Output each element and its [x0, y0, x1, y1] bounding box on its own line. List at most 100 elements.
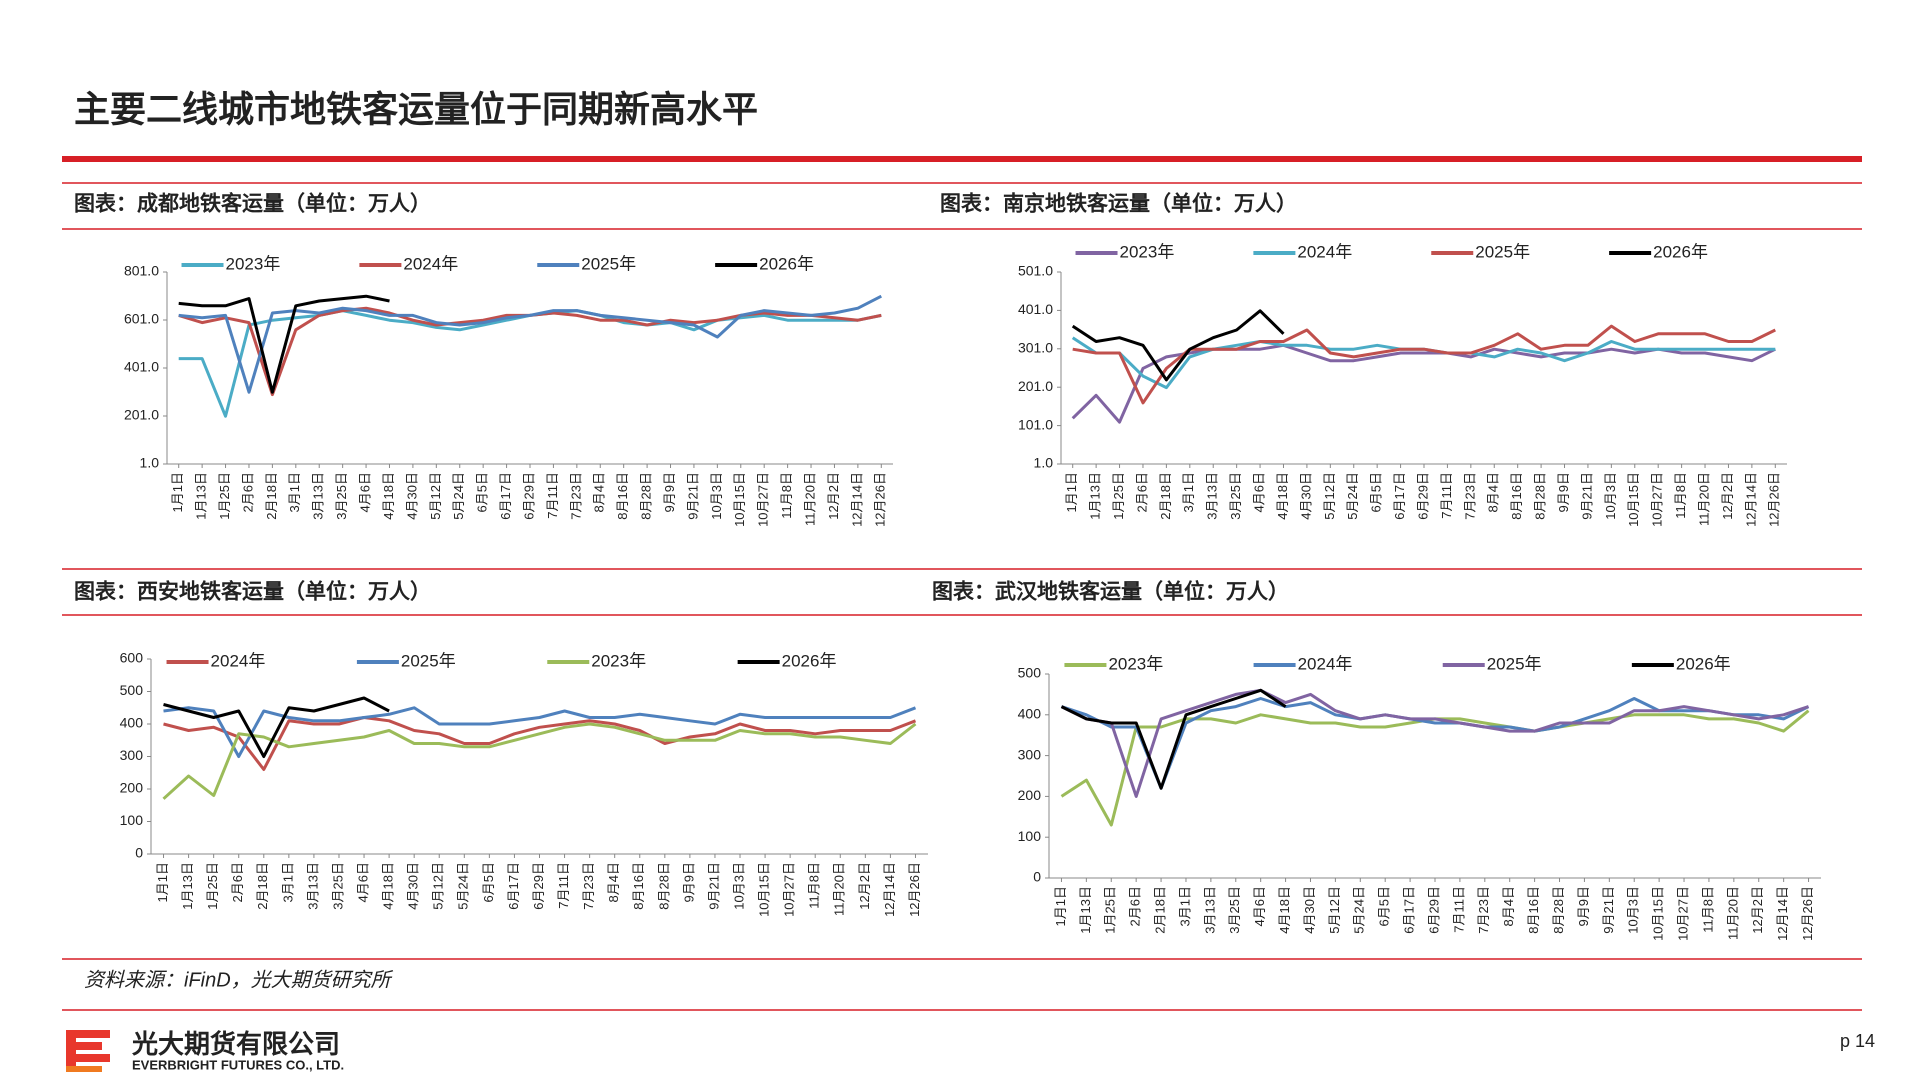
x-tick-label: 2月6日 — [240, 472, 255, 512]
y-tick-label: 401.0 — [124, 359, 159, 375]
series-line — [1060, 709, 1810, 827]
y-tick-label: 300 — [1018, 746, 1042, 762]
x-tick-label: 1月13日 — [1088, 472, 1103, 520]
x-tick-label: 11月8日 — [1673, 472, 1688, 519]
x-tick-label: 1月13日 — [180, 862, 195, 910]
x-tick-label: 12月26日 — [1767, 472, 1782, 527]
chart-title: 图表：成都地铁客运量（单位：万人） — [74, 192, 431, 216]
y-tick-label: 1.0 — [1034, 455, 1054, 471]
series-line — [162, 722, 917, 800]
x-tick-label: 8月28日 — [1533, 472, 1548, 520]
series-line — [163, 716, 917, 771]
x-tick-label: 9月21日 — [1579, 472, 1594, 520]
x-tick-label: 7月11日 — [545, 472, 560, 519]
y-tick-label: 500 — [120, 682, 144, 698]
x-tick-label: 7月11日 — [556, 862, 571, 909]
y-tick-label: 501.0 — [1018, 263, 1053, 279]
x-tick-label: 3月25日 — [334, 472, 349, 520]
y-tick-label: 400 — [1018, 706, 1042, 722]
x-tick-label: 12月2日 — [857, 862, 872, 910]
x-tick-label: 6月5日 — [1377, 886, 1392, 926]
x-tick-label: 7月11日 — [1439, 472, 1454, 519]
x-tick-label: 4月6日 — [1252, 472, 1267, 512]
x-tick-label: 1月25日 — [217, 472, 232, 520]
series-line — [178, 294, 390, 394]
legend-label: 2024年 — [1297, 242, 1352, 261]
series-line — [1060, 688, 1287, 790]
x-tick-label: 11月8日 — [779, 472, 794, 519]
x-tick-label: 8月16日 — [631, 862, 646, 910]
x-tick-label: 6月17日 — [1392, 472, 1407, 520]
company-name-en: EVERBRIGHT FUTURES CO., LTD. — [132, 1057, 344, 1072]
x-tick-label: 6月5日 — [475, 472, 490, 512]
logo — [66, 1030, 110, 1072]
series-line — [1071, 309, 1285, 382]
x-tick-label: 1月13日 — [1078, 886, 1093, 934]
x-tick-label: 5月24日 — [1345, 472, 1360, 520]
x-tick-label: 10月3日 — [731, 862, 746, 910]
x-tick-label: 4月6日 — [358, 472, 373, 512]
x-tick-label: 6月5日 — [481, 862, 496, 902]
x-tick-label: 9月21日 — [706, 862, 721, 910]
x-tick-label: 6月5日 — [1369, 472, 1384, 512]
legend-label: 2026年 — [759, 254, 814, 273]
legend-label: 2023年 — [1120, 242, 1175, 261]
legend-label: 2025年 — [1475, 242, 1530, 261]
x-tick-label: 10月27日 — [756, 472, 771, 527]
x-tick-label: 9月9日 — [681, 862, 696, 902]
x-tick-label: 5月12日 — [431, 862, 446, 910]
x-tick-label: 3月25日 — [330, 862, 345, 910]
legend-label: 2024年 — [1298, 654, 1353, 673]
x-tick-label: 7月23日 — [1476, 886, 1491, 934]
y-tick-label: 601.0 — [124, 311, 159, 327]
x-tick-label: 2月6日 — [1128, 886, 1143, 926]
y-tick-label: 200 — [120, 780, 144, 796]
x-tick-label: 2月18日 — [1153, 886, 1168, 934]
legend-label: 2026年 — [1653, 242, 1708, 261]
legend-label: 2025年 — [581, 254, 636, 273]
x-tick-label: 11月20日 — [802, 472, 817, 526]
series-line — [163, 696, 390, 758]
y-tick-label: 200 — [1018, 787, 1042, 803]
series-line — [1061, 697, 1810, 790]
x-tick-label: 4月30日 — [1298, 472, 1313, 520]
x-tick-label: 3月1日 — [287, 472, 302, 512]
y-tick-label: 201.0 — [124, 407, 159, 423]
x-tick-label: 7月23日 — [581, 862, 596, 910]
legend-label: 2026年 — [1676, 654, 1731, 673]
x-tick-label: 4月6日 — [355, 862, 370, 902]
x-tick-label: 10月27日 — [1675, 886, 1690, 941]
x-tick-label: 5月24日 — [451, 472, 466, 520]
x-tick-label: 12月14日 — [849, 472, 864, 527]
y-tick-label: 301.0 — [1018, 340, 1053, 356]
legend-label: 2024年 — [211, 651, 266, 670]
x-tick-label: 8月4日 — [1486, 472, 1501, 512]
y-tick-label: 401.0 — [1018, 301, 1053, 317]
y-tick-label: 101.0 — [1018, 416, 1053, 432]
x-tick-label: 10月15日 — [1651, 886, 1666, 941]
x-tick-label: 5月12日 — [1327, 886, 1342, 934]
title-rule — [62, 156, 1862, 162]
x-tick-label: 10月3日 — [1603, 472, 1618, 520]
x-tick-label: 3月13日 — [311, 472, 326, 520]
x-tick-label: 4月18日 — [1277, 886, 1292, 934]
x-tick-label: 12月14日 — [882, 862, 897, 917]
y-tick-label: 400 — [120, 715, 144, 731]
x-tick-label: 8月4日 — [1501, 886, 1516, 926]
legend-label: 2023年 — [591, 651, 646, 670]
x-tick-label: 12月26日 — [907, 862, 922, 917]
x-tick-label: 8月16日 — [1526, 886, 1541, 934]
x-tick-label: 1月13日 — [194, 472, 209, 520]
x-tick-label: 5月24日 — [1352, 886, 1367, 934]
x-tick-label: 12月2日 — [826, 472, 841, 520]
x-tick-label: 10月15日 — [1626, 472, 1641, 527]
y-tick-label: 500 — [1018, 665, 1042, 681]
x-tick-label: 9月21日 — [685, 472, 700, 520]
y-tick-label: 600 — [120, 650, 144, 666]
x-tick-label: 11月20日 — [1696, 472, 1711, 526]
legend-label: 2026年 — [782, 651, 837, 670]
x-tick-label: 12月26日 — [873, 472, 888, 527]
legend-label: 2025年 — [401, 651, 456, 670]
x-tick-label: 5月12日 — [428, 472, 443, 520]
